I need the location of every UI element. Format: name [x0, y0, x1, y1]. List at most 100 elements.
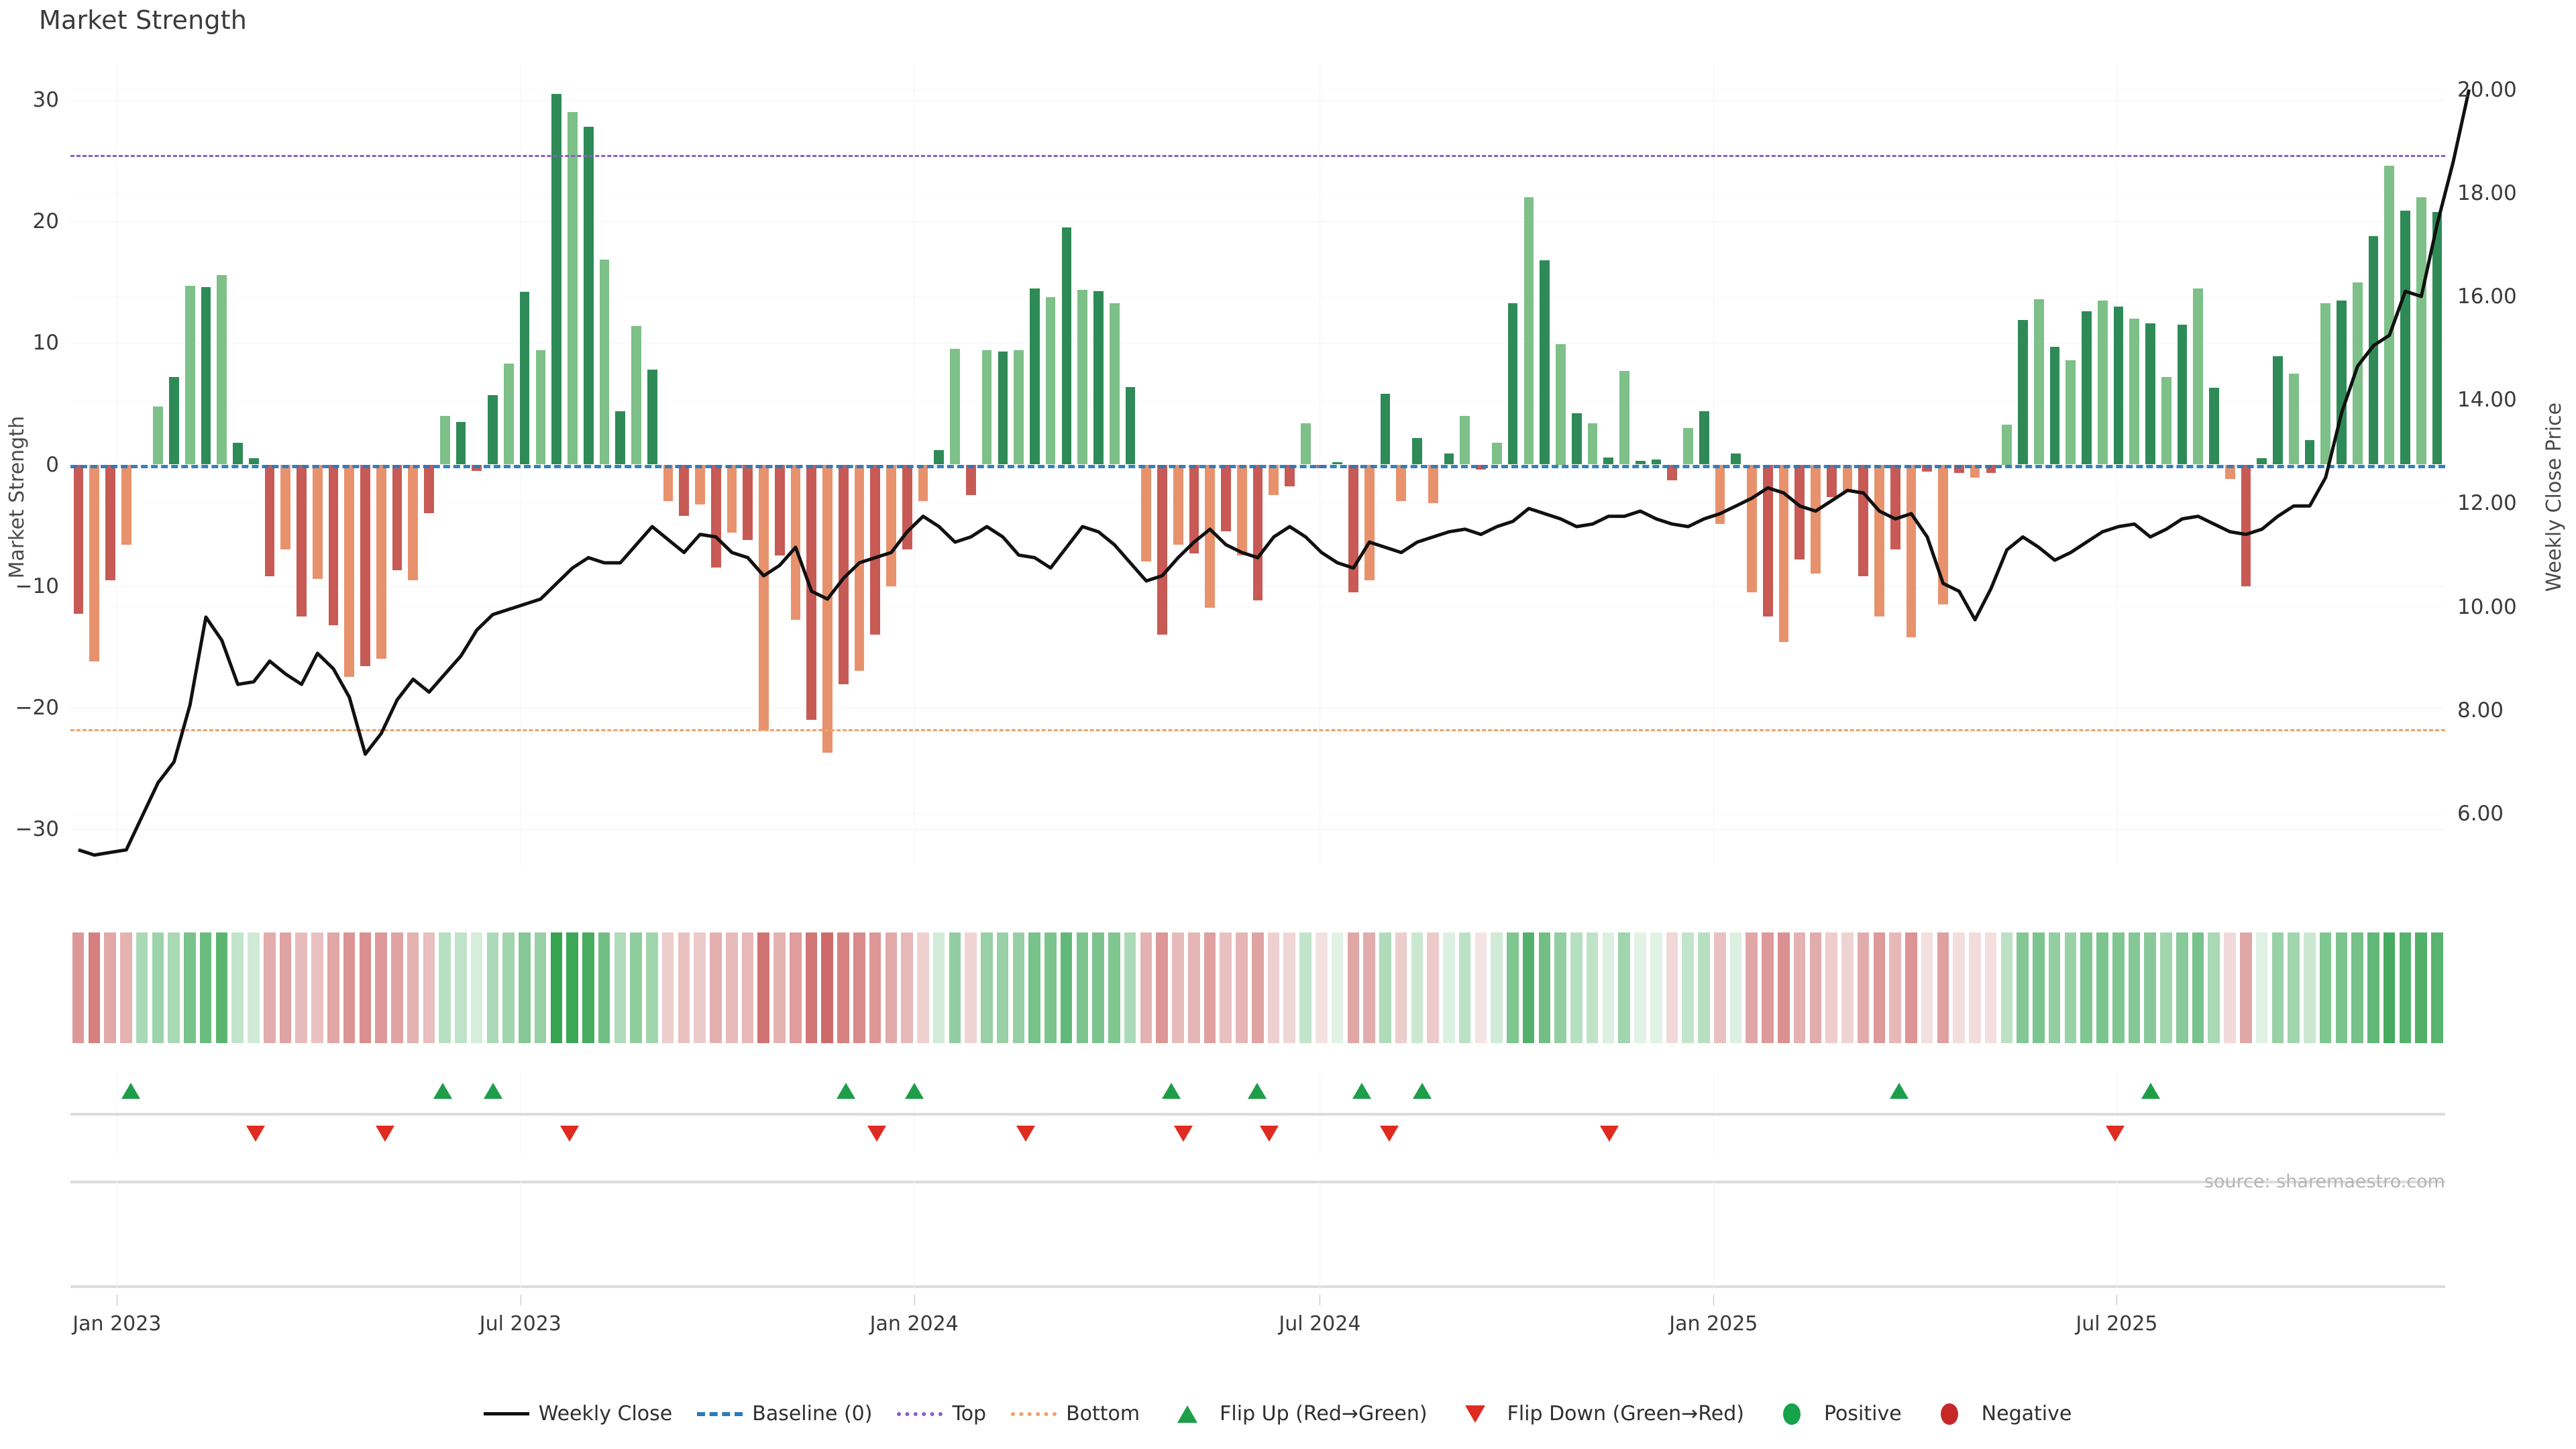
legend-item-weekly-close[interactable]: Weekly Close [482, 1402, 672, 1426]
strength-bar [1093, 290, 1104, 465]
heatmap-cell [996, 932, 1009, 1043]
gridline [70, 100, 2445, 101]
strength-bar [1826, 464, 1837, 498]
strength-bar [1556, 344, 1566, 465]
strength-bar [918, 464, 928, 501]
gridline-right [70, 89, 2445, 91]
strength-bar [1045, 297, 1056, 465]
strength-bar [790, 464, 801, 621]
flip-down-marker-icon [246, 1126, 266, 1142]
heatmap-cell [534, 932, 547, 1043]
heatmap-cell [2319, 932, 2332, 1043]
heatmap-cell [1427, 932, 1439, 1043]
strength-bar [439, 416, 450, 465]
strength-bar [679, 464, 690, 516]
strength-bar [2033, 299, 2044, 465]
heatmap-cell [1283, 932, 1296, 1043]
y-axis-right-tick: 18.00 [2457, 180, 2517, 205]
heatmap-cell [1570, 932, 1582, 1043]
bottom-reference-line [70, 729, 2445, 732]
heatmap-cell [1746, 932, 1758, 1043]
legend-item-label: Flip Down (Green→Red) [1507, 1402, 1745, 1426]
heatmap-cell [88, 932, 101, 1043]
heatmap-cell [2096, 932, 2108, 1043]
weekly-close-line [78, 89, 2471, 857]
heatmap-cell [1666, 932, 1678, 1043]
legend-item-positive[interactable]: Positive [1767, 1402, 1902, 1426]
heatmap-cell [885, 932, 898, 1043]
strength-bar [759, 464, 769, 731]
strength-bar [184, 286, 195, 465]
strength-bar [2018, 320, 2028, 465]
legend-item-top[interactable]: Top [895, 1402, 986, 1426]
strength-bar [455, 422, 466, 465]
strength-bar [568, 112, 578, 465]
heatmap-cell [1618, 932, 1630, 1043]
legend-item-negative[interactable]: Negative [1925, 1402, 2072, 1426]
heatmap-cell [263, 932, 276, 1043]
strength-bar [710, 464, 721, 568]
heatmap-cell [1220, 932, 1232, 1043]
gridline [70, 828, 2445, 830]
strength-bar [1348, 464, 1358, 592]
heatmap-cell [550, 932, 563, 1043]
flip-markers-panel [70, 1073, 2445, 1154]
vertical-gridline [1713, 1181, 1715, 1288]
strength-bar [2097, 301, 2108, 465]
strength-bar [551, 94, 561, 465]
heatmap-cell [965, 932, 977, 1043]
legend-marker-icon [1177, 1405, 1198, 1423]
heatmap-cell [423, 932, 435, 1043]
heatmap-cell [1012, 932, 1025, 1043]
strength-bar [1030, 288, 1040, 465]
strength-bar [169, 377, 179, 465]
strength-bar [1236, 464, 1247, 556]
heatmap-cell [486, 932, 499, 1043]
strength-bar [1811, 464, 1821, 574]
heatmap-cell [789, 932, 802, 1043]
heatmap-cell [519, 932, 531, 1043]
strength-bar [1221, 464, 1231, 532]
heatmap-cell [1474, 932, 1487, 1043]
heatmap-cell [1379, 932, 1391, 1043]
strength-bar [1603, 457, 1614, 465]
heatmap-cell [1650, 932, 1662, 1043]
gridline-right [70, 710, 2445, 711]
y-axis-right-tick: 14.00 [2457, 388, 2517, 413]
strength-bar [1890, 464, 1900, 550]
strength-bar [73, 464, 84, 614]
heatmap-cell [248, 932, 260, 1043]
strength-bar [1906, 464, 1917, 637]
strength-bar [1412, 437, 1422, 465]
heatmap-cell [2144, 932, 2157, 1043]
strength-bar [121, 464, 131, 545]
heatmap-cell [869, 932, 881, 1043]
heatmap-cell [1203, 932, 1216, 1043]
strength-bar [248, 458, 259, 465]
heatmap-cell [2224, 932, 2236, 1043]
heatmap-cell [391, 932, 403, 1043]
heatmap-cell [1443, 932, 1455, 1043]
y-axis-right-tick: 6.00 [2457, 801, 2504, 826]
heatmap-cell [1395, 932, 1407, 1043]
legend-item-flip-up[interactable]: Flip Up (Red→Green) [1163, 1402, 1428, 1426]
y-axis-left-tick: −30 [15, 816, 59, 841]
y-axis-left-label: Market Strength [5, 416, 29, 579]
strength-bar [2161, 377, 2171, 465]
strength-bar [599, 259, 610, 465]
heatmap-cell [582, 932, 594, 1043]
heatmap-cell [1347, 932, 1360, 1043]
legend-item-flip-down[interactable]: Flip Down (Green→Red) [1450, 1402, 1744, 1426]
legend-item-baseline[interactable]: Baseline (0) [695, 1402, 872, 1426]
heatmap-cell [725, 932, 738, 1043]
legend-item-bottom[interactable]: Bottom [1009, 1402, 1140, 1426]
heatmap-cell [470, 932, 483, 1043]
heatmap-cell [2048, 932, 2061, 1043]
heatmap-cell [1841, 932, 1854, 1043]
flip-down-marker-icon [2105, 1126, 2125, 1142]
strength-bar [1157, 464, 1167, 635]
strength-bar [2320, 303, 2331, 465]
strength-bar [727, 464, 737, 533]
y-axis-right-tick: 8.00 [2457, 698, 2504, 722]
strength-bar [1651, 460, 1662, 465]
